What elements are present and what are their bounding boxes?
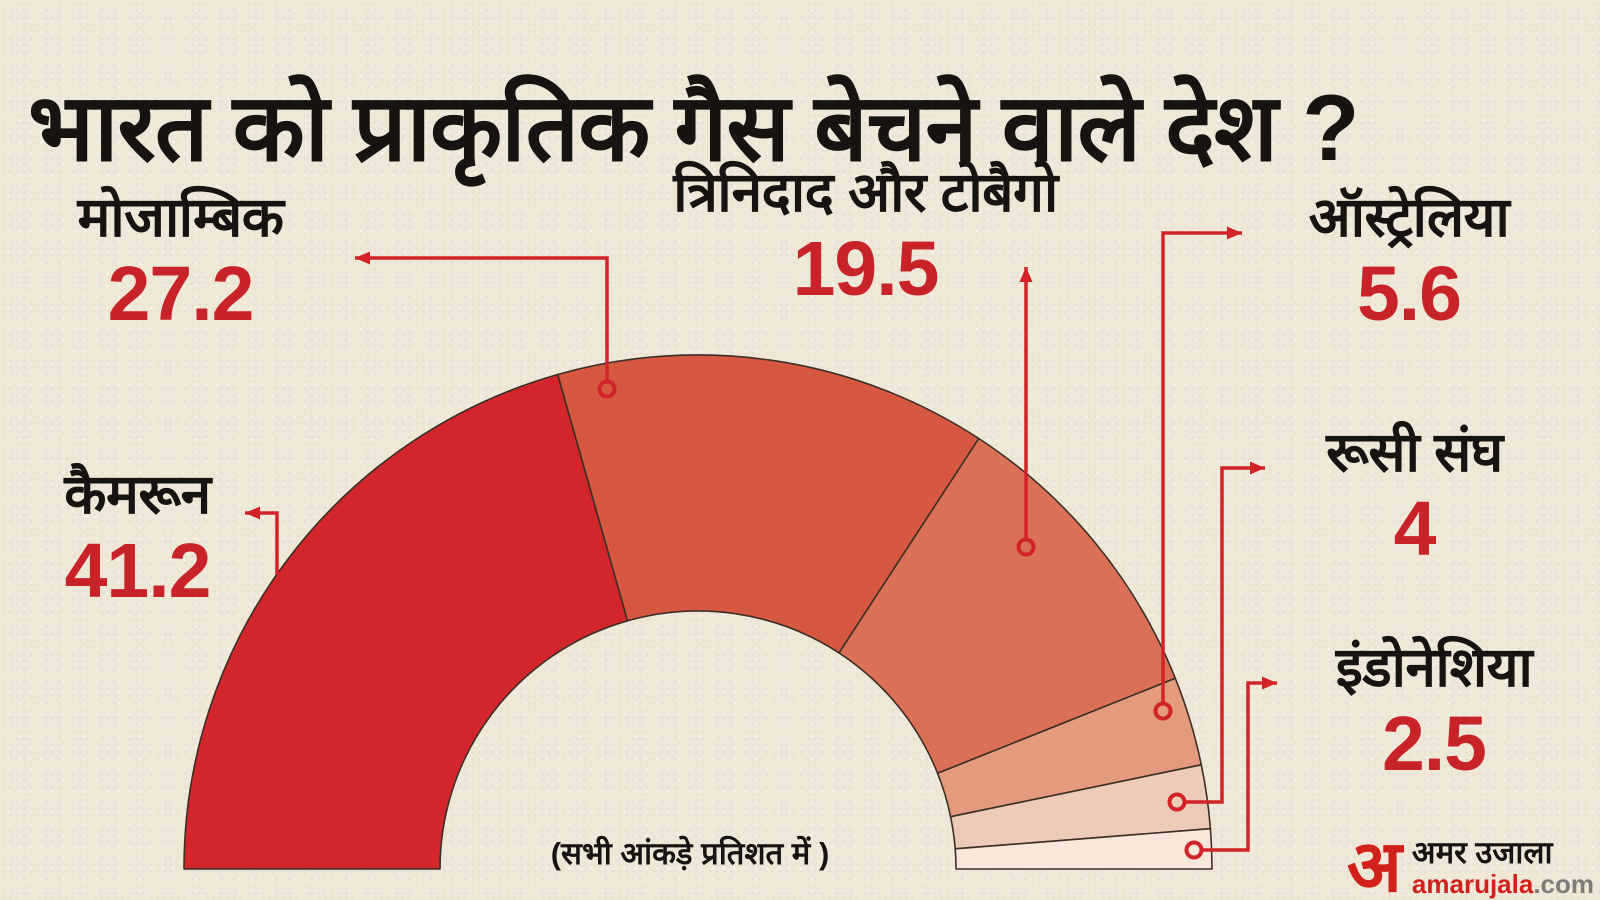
label-block-russia: रूसी संघ 4 bbox=[1282, 418, 1547, 570]
country-name-cameroon: कैमरून bbox=[64, 463, 211, 525]
pie-slice-2 bbox=[838, 437, 1177, 775]
country-name-indonesia: इंडोनेशिया bbox=[1335, 636, 1533, 698]
amar-ujala-logo: अ अमर उजाला amarujala.com bbox=[1346, 826, 1594, 900]
label-block-trinidad-tobago: त्रिनिदाद और टोबैगो 19.5 bbox=[598, 158, 1133, 310]
country-value-indonesia: 2.5 bbox=[1381, 700, 1487, 787]
page-title: भारत को प्राकृतिक गैस बेचने वाले देश ? bbox=[28, 74, 1360, 180]
country-name-russia: रूसी संघ bbox=[1326, 421, 1503, 483]
callout-ring-5 bbox=[1184, 840, 1204, 860]
amar-ujala-mark-icon: अ bbox=[1346, 826, 1402, 900]
brand-website: amarujala.com bbox=[1412, 871, 1594, 897]
callout-arrowhead-0 bbox=[245, 506, 260, 520]
country-name-trinidad-tobago: त्रिनिदाद और टोबैगो bbox=[673, 161, 1058, 223]
country-value-cameroon: 41.2 bbox=[64, 527, 212, 614]
callout-ring-3 bbox=[1153, 701, 1173, 721]
label-block-mozambique: मोजाम्बिक 27.2 bbox=[38, 183, 323, 335]
country-name-mozambique: मोजाम्बिक bbox=[77, 186, 284, 248]
callout-arrowhead-1 bbox=[355, 251, 370, 265]
label-block-cameroon: कैमरून 41.2 bbox=[10, 460, 265, 612]
country-name-australia: ऑस्ट्रेलिया bbox=[1308, 186, 1510, 248]
pie-slice-5 bbox=[954, 827, 1213, 870]
label-block-indonesia: इंडोनेशिया 2.5 bbox=[1283, 633, 1585, 785]
callout-ring-1 bbox=[597, 379, 617, 399]
country-value-australia: 5.6 bbox=[1356, 250, 1462, 337]
country-value-trinidad-tobago: 19.5 bbox=[792, 225, 940, 312]
brand-site-name: amarujala bbox=[1411, 869, 1534, 900]
country-value-russia: 4 bbox=[1393, 485, 1437, 572]
label-block-australia: ऑस्ट्रेलिया 5.6 bbox=[1253, 183, 1565, 335]
callout-line-5 bbox=[1202, 681, 1277, 852]
brand-text: अमर उजाला amarujala.com bbox=[1412, 837, 1594, 897]
country-value-mozambique: 27.2 bbox=[107, 250, 255, 337]
callout-line-1 bbox=[355, 256, 609, 382]
callout-arrowhead-4 bbox=[1250, 461, 1265, 475]
callout-line-4 bbox=[1185, 466, 1265, 804]
callout-ring-2 bbox=[1016, 537, 1036, 557]
brand-site-tld: .com bbox=[1533, 869, 1594, 900]
callout-ring-4 bbox=[1167, 792, 1187, 812]
callout-arrowhead-3 bbox=[1227, 226, 1242, 240]
callout-line-3 bbox=[1161, 231, 1242, 704]
callout-arrowhead-2 bbox=[1019, 267, 1033, 282]
brand-name-hindi: अमर उजाला bbox=[1411, 835, 1553, 871]
pie-slice-1 bbox=[556, 354, 980, 654]
callout-arrowhead-5 bbox=[1262, 676, 1277, 690]
pie-slice-0 bbox=[183, 373, 629, 870]
units-caption: (सभी आंकड़े प्रतिशत में ) bbox=[550, 836, 830, 871]
